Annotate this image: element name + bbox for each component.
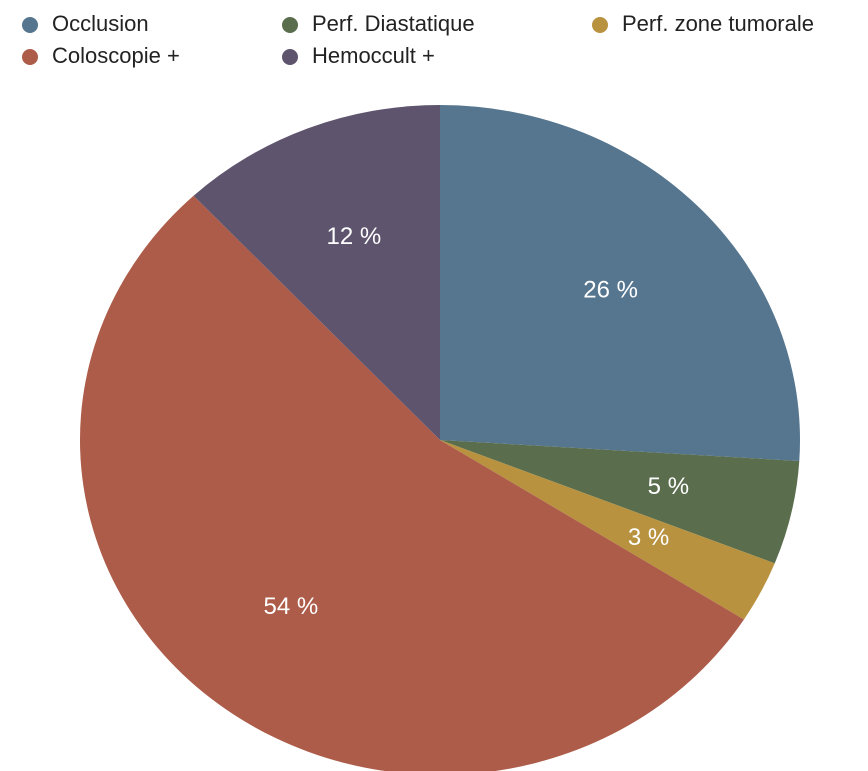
legend-marker xyxy=(22,17,38,33)
legend-label: Coloscopie + xyxy=(52,43,180,68)
slice-label: 5 % xyxy=(648,473,689,500)
legend-marker xyxy=(592,17,608,33)
pie-slice xyxy=(80,195,744,771)
legend-marker xyxy=(282,49,298,65)
pie-slice xyxy=(193,105,440,440)
legend-label: Hemoccult + xyxy=(312,43,435,68)
pie-slice xyxy=(440,440,800,564)
pie-slice xyxy=(440,105,800,462)
legend-marker xyxy=(282,17,298,33)
slice-label: 3 % xyxy=(628,524,669,551)
slice-label: 26 % xyxy=(583,276,638,303)
legend-label: Occlusion xyxy=(52,11,149,36)
pie-slice xyxy=(440,440,775,620)
legend-label: Perf. zone tumorale xyxy=(622,11,814,36)
slice-label: 12 % xyxy=(327,223,382,250)
legend-marker xyxy=(22,49,38,65)
slice-label: 54 % xyxy=(263,593,318,620)
legend-label: Perf. Diastatique xyxy=(312,11,475,36)
